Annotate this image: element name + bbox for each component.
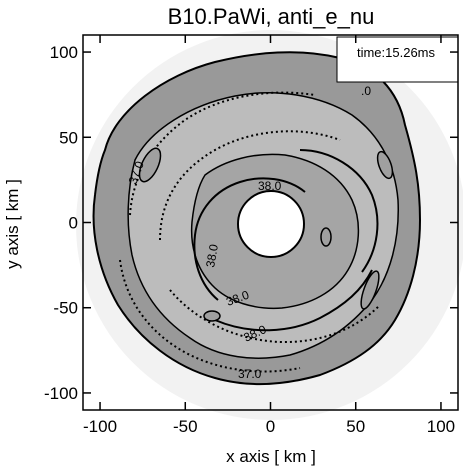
- x-tick-label: 100: [427, 417, 455, 436]
- y-ticks: -100 -50 0 50 100: [44, 43, 458, 403]
- contour-dotted-1: [159, 130, 341, 241]
- y-tick-label: -50: [53, 299, 78, 318]
- contour-island-3: [203, 310, 221, 322]
- contour-island-1: [138, 147, 162, 183]
- y-axis-label: y axis [ km ]: [3, 179, 22, 269]
- contour-island-5: [320, 227, 332, 247]
- chart-title: B10.PaWi, anti_e_nu: [168, 4, 375, 29]
- contour-swirl-2: [299, 149, 379, 273]
- center-hole: [237, 190, 305, 258]
- x-tick-label: 50: [346, 417, 365, 436]
- y-tick-label: 0: [69, 214, 78, 233]
- y-tick-label: -100: [44, 384, 78, 403]
- contour-dotted-4: [119, 259, 301, 373]
- contour-label: 38.0: [258, 179, 282, 193]
- x-tick-label: 0: [266, 417, 275, 436]
- time-box: [336, 36, 459, 83]
- x-ticks: -100 -50 0 50 100: [83, 35, 455, 436]
- contour-label: 37.0: [238, 367, 262, 381]
- contour-swirl-3: [214, 269, 373, 332]
- x-tick-label: -50: [173, 417, 198, 436]
- contour-label: 38.0: [203, 243, 221, 269]
- contour-label: .0: [361, 84, 371, 98]
- x-axis-label: x axis [ km ]: [226, 447, 316, 466]
- contour-dotted-3: [169, 289, 381, 344]
- contour-island-2: [360, 270, 380, 310]
- x-tick-label: -100: [83, 417, 117, 436]
- contour-island-4: [376, 150, 394, 180]
- contour-swirl-1: [193, 177, 306, 301]
- y-tick-label: 50: [59, 128, 78, 147]
- y-tick-label: 100: [50, 43, 78, 62]
- time-label: time:15.26ms: [357, 45, 436, 60]
